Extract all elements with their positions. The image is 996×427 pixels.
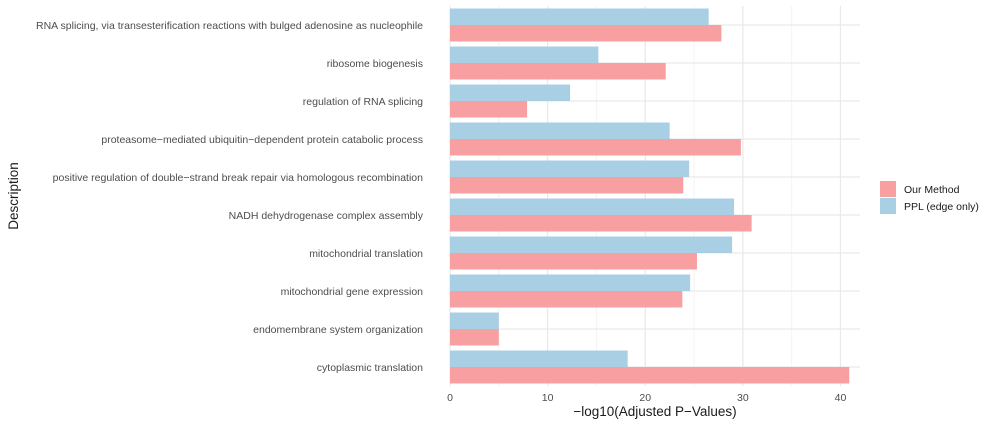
x-tick-label: 30 (737, 392, 749, 404)
bar-our-method (450, 329, 499, 346)
bar-ppl-edge-only (450, 84, 571, 101)
x-tick-label: 0 (447, 392, 453, 404)
bar-ppl-edge-only (450, 350, 628, 367)
bar-ppl-edge-only (450, 236, 733, 253)
category-label: mitochondrial gene expression (281, 286, 424, 298)
category-label: proteasome−mediated ubiquitin−dependent … (101, 134, 423, 146)
bar-our-method (450, 215, 752, 232)
category-label: positive regulation of double−strand bre… (53, 172, 424, 184)
x-tick-label: 40 (835, 392, 847, 404)
bar-ppl-edge-only (450, 122, 670, 139)
category-label: RNA splicing, via transesterification re… (36, 20, 423, 32)
bar-our-method (450, 25, 722, 42)
bars (450, 8, 850, 384)
category-labels: RNA splicing, via transesterification re… (36, 20, 424, 374)
bar-our-method (450, 101, 528, 118)
bar-our-method (450, 63, 666, 80)
bar-our-method (450, 139, 741, 156)
category-label: cytoplasmic translation (317, 362, 423, 374)
legend-swatch (880, 181, 896, 197)
category-label: regulation of RNA splicing (303, 96, 423, 108)
x-axis-title: −log10(Adjusted P−Values) (573, 404, 736, 419)
legend: Our Method PPL (edge only) (880, 181, 979, 214)
bar-ppl-edge-only (450, 312, 499, 329)
legend-swatch (880, 198, 896, 214)
category-label: endomembrane system organization (253, 324, 423, 336)
category-label: NADH dehydrogenase complex assembly (229, 210, 424, 222)
bar-ppl-edge-only (450, 46, 599, 63)
bar-ppl-edge-only (450, 160, 690, 177)
bar-our-method (450, 367, 850, 384)
bar-our-method (450, 291, 683, 308)
bar-ppl-edge-only (450, 274, 691, 291)
legend-label: Our Method (904, 184, 960, 196)
x-tick-labels: 0 10 20 30 40 (447, 392, 846, 404)
bar-ppl-edge-only (450, 198, 735, 215)
bar-our-method (450, 177, 684, 194)
x-tick-label: 20 (639, 392, 651, 404)
category-label: ribosome biogenesis (327, 58, 423, 70)
bar-our-method (450, 253, 697, 270)
y-axis-title: Description (6, 162, 21, 230)
legend-label: PPL (edge only) (904, 201, 979, 213)
x-tick-label: 10 (542, 392, 554, 404)
bar-ppl-edge-only (450, 8, 709, 25)
category-label: mitochondrial translation (309, 248, 423, 260)
